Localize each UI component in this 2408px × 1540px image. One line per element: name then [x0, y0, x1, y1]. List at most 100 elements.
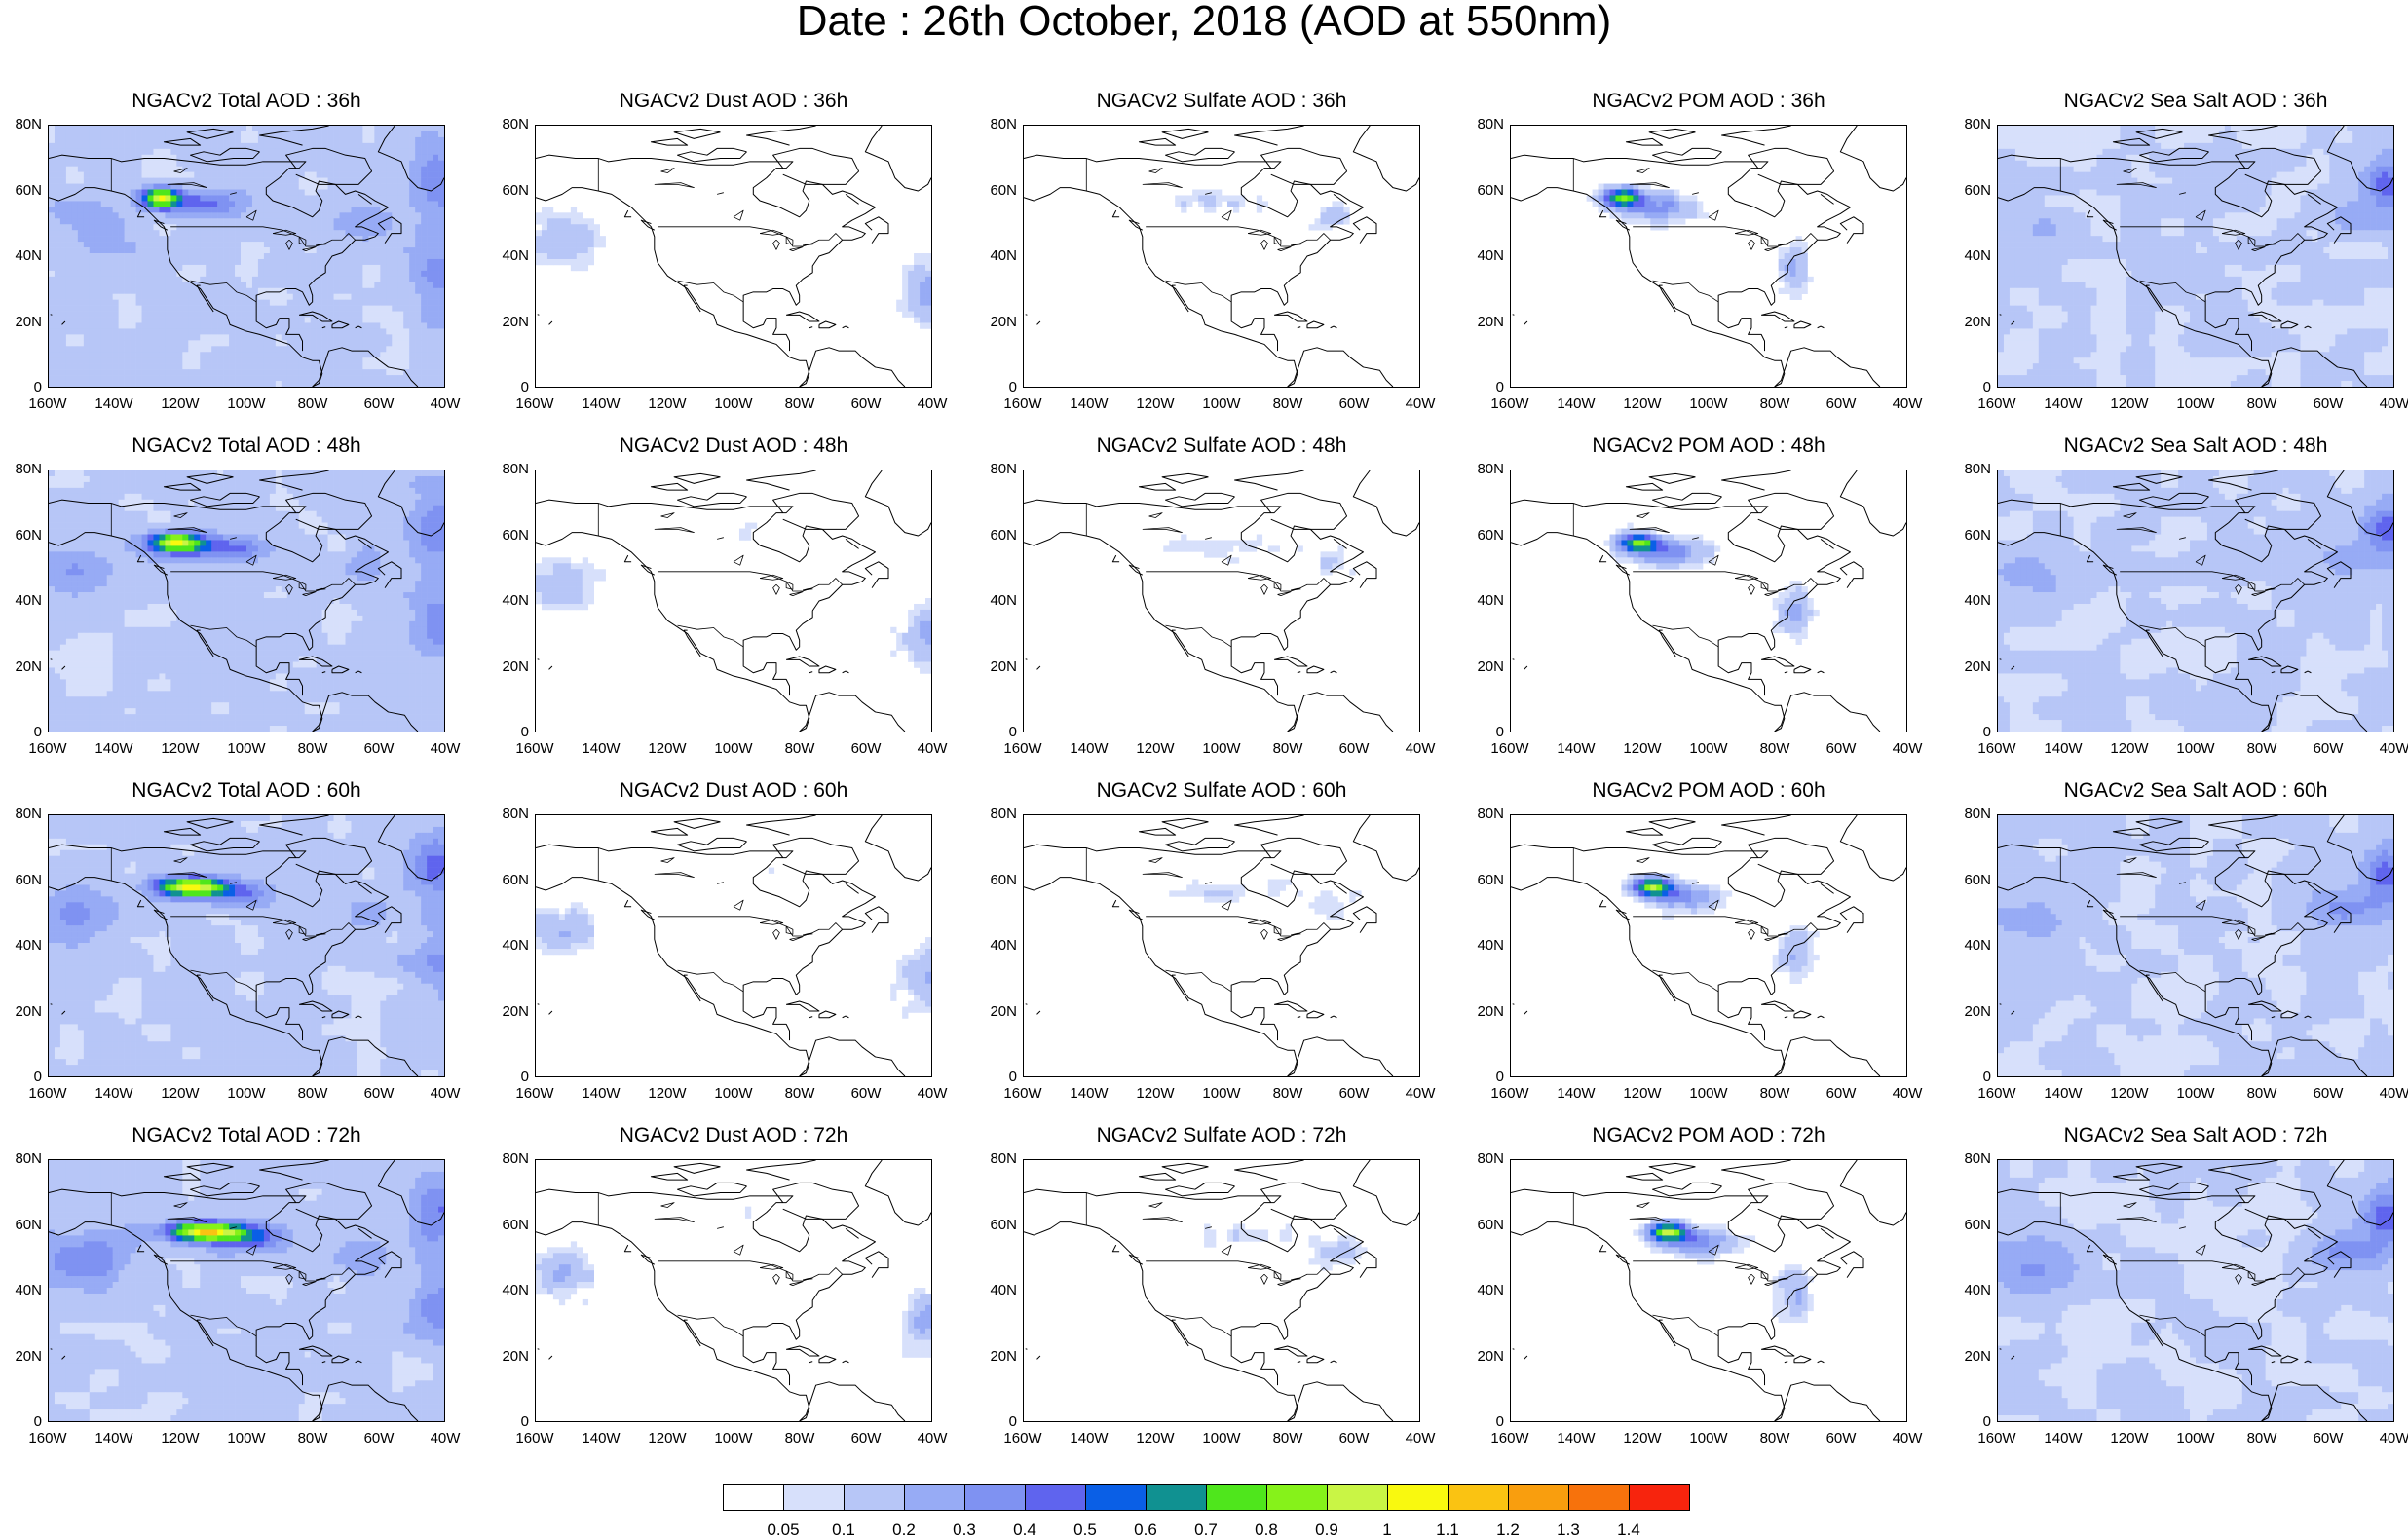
aod-cell [252, 340, 258, 346]
aod-cell [206, 288, 211, 294]
aod-cell [2015, 224, 2021, 230]
aod-cell [287, 131, 293, 137]
aod-cell [362, 247, 368, 253]
aod-cell [165, 236, 170, 242]
aod-cell [2323, 161, 2329, 167]
aod-cell [2027, 126, 2033, 131]
aod-cell [415, 190, 421, 196]
aod-cell [2295, 201, 2301, 207]
aod-cell [577, 236, 583, 242]
aod-cell [1802, 271, 1808, 277]
aod-cell [78, 149, 84, 155]
aod-cell [2126, 236, 2131, 242]
aod-cell [2300, 155, 2306, 161]
aod-cell [246, 126, 252, 131]
aod-cell [107, 277, 113, 282]
aod-cell [223, 259, 229, 265]
aod-cell [55, 271, 60, 277]
aod-cell [346, 149, 352, 155]
aod-cell [415, 259, 421, 265]
aod-cell [421, 369, 427, 375]
aod-cell [362, 300, 368, 306]
aod-cell [553, 259, 559, 265]
aod-cell [2155, 131, 2161, 137]
aod-cell [2382, 212, 2388, 218]
aod-cell [270, 288, 276, 294]
aod-cell [1638, 218, 1644, 224]
aod-cell [433, 265, 438, 271]
aod-cell [2272, 201, 2277, 207]
aod-cell [351, 126, 357, 131]
aod-cell [125, 224, 131, 230]
aod-cell [415, 201, 421, 207]
aod-cell [142, 126, 148, 131]
aod-cell [2341, 195, 2347, 201]
aod-cell [351, 288, 357, 294]
aod-cell [2010, 178, 2015, 184]
aod-cell [2074, 184, 2080, 190]
aod-cell [264, 218, 270, 224]
aod-cell [2086, 236, 2091, 242]
aod-cell [2155, 212, 2161, 218]
aod-cell [328, 375, 334, 381]
aod-cell [392, 306, 397, 312]
aod-cell [72, 259, 78, 265]
aod-cell [433, 306, 438, 312]
aod-cell [165, 381, 170, 387]
aod-cell [2091, 190, 2097, 196]
aod-cell [223, 172, 229, 178]
aod-cell [2317, 218, 2323, 224]
aod-cell [252, 352, 258, 357]
aod-cell [229, 155, 235, 161]
aod-cell [95, 131, 101, 137]
aod-cell [170, 178, 176, 184]
aod-cell [2352, 230, 2358, 236]
aod-cell [223, 300, 229, 306]
aod-cell [2213, 195, 2219, 201]
aod-cell [270, 253, 276, 259]
aod-cell [368, 253, 374, 259]
aod-cell [148, 172, 154, 178]
aod-cell [153, 271, 159, 277]
aod-cell [159, 363, 165, 369]
aod-cell [2102, 172, 2108, 178]
aod-cell [229, 381, 235, 387]
aod-cell [72, 161, 78, 167]
aod-cell [299, 318, 305, 323]
aod-cell [211, 381, 217, 387]
aod-cell [2126, 143, 2131, 149]
aod-cell [2080, 224, 2086, 230]
aod-cell [2114, 212, 2120, 218]
aod-cell [142, 184, 148, 190]
aod-cell [282, 363, 287, 369]
aod-cell [2062, 201, 2068, 207]
aod-cell [2382, 178, 2388, 184]
aod-cell [229, 178, 235, 184]
aod-cell [2108, 184, 2114, 190]
aod-cell [386, 300, 392, 306]
aod-cell [2015, 178, 2021, 184]
aod-cell [84, 149, 90, 155]
aod-cell [914, 300, 920, 306]
aod-cell [252, 322, 258, 328]
aod-cell [2091, 218, 2097, 224]
aod-cell [2184, 155, 2190, 161]
aod-cell [194, 143, 200, 149]
aod-cell [217, 172, 223, 178]
aod-cell [153, 190, 159, 196]
aod-cell [264, 167, 270, 172]
aod-cell [397, 306, 403, 312]
aod-cell [322, 218, 328, 224]
aod-cell [305, 334, 311, 340]
aod-cell [415, 340, 421, 346]
aod-cell [2225, 212, 2231, 218]
aod-cell [386, 381, 392, 387]
aod-cell [427, 259, 433, 265]
aod-cell [66, 352, 72, 357]
aod-cell [131, 242, 136, 247]
aod-cell [334, 131, 340, 137]
aod-cell [305, 346, 311, 352]
aod-cell [84, 294, 90, 300]
aod-cell [217, 184, 223, 190]
aod-cell [2341, 131, 2347, 137]
